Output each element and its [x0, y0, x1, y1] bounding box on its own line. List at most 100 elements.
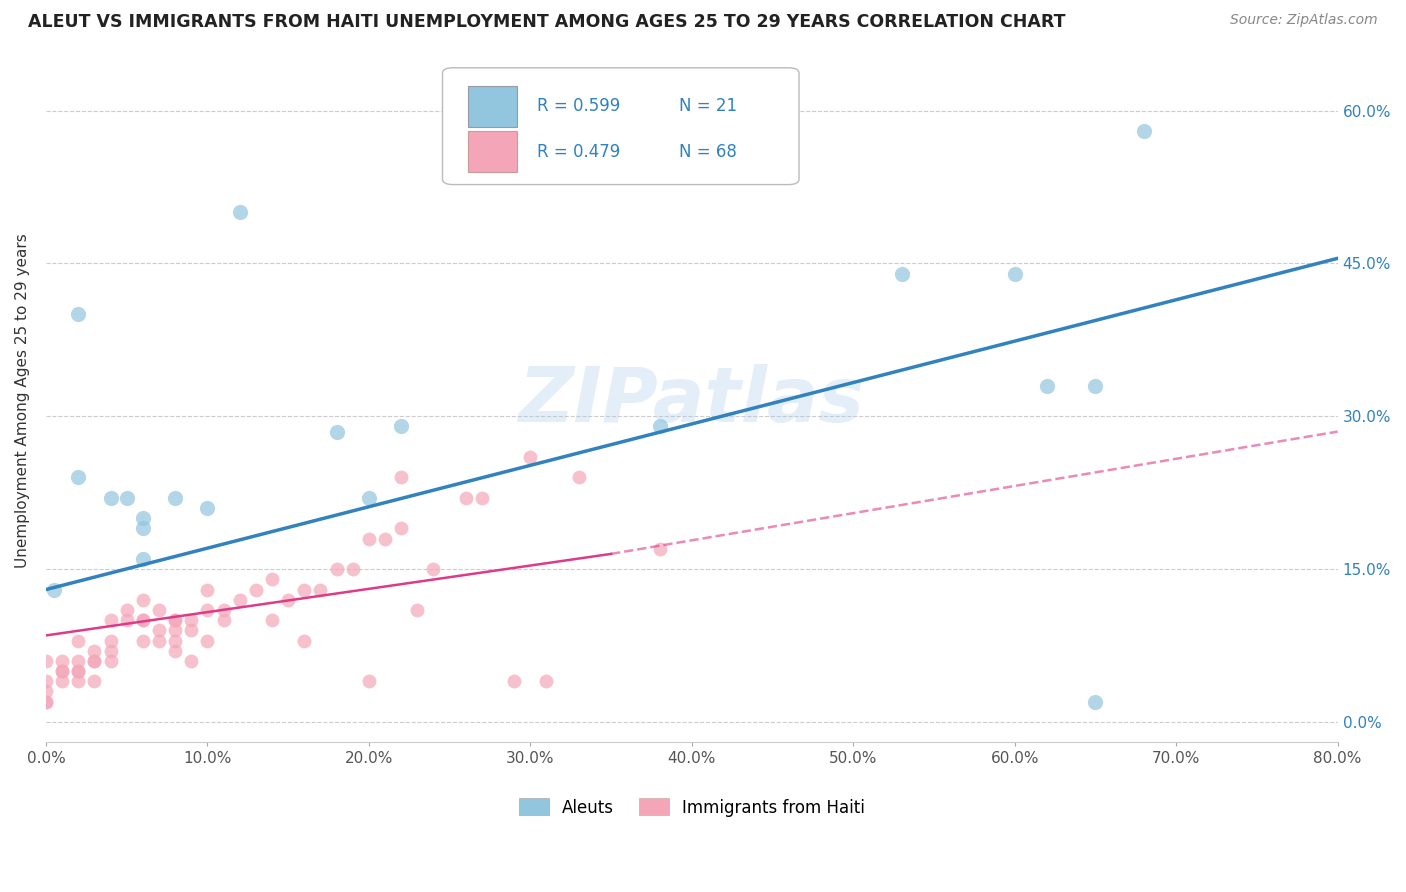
- Point: [197, 501, 219, 516]
- Point: [165, 613, 187, 627]
- Point: [35, 695, 58, 709]
- Text: R = 0.599: R = 0.599: [537, 97, 620, 115]
- Point: [1004, 267, 1026, 281]
- Point: [325, 562, 347, 576]
- Point: [100, 633, 122, 648]
- Point: [67, 664, 90, 678]
- Point: [83, 654, 105, 668]
- Point: [100, 643, 122, 657]
- Point: [83, 643, 105, 657]
- Point: [389, 521, 412, 535]
- Point: [51, 664, 73, 678]
- Point: [357, 674, 380, 689]
- Point: [245, 582, 267, 597]
- Point: [100, 491, 122, 505]
- Point: [212, 613, 235, 627]
- Point: [132, 552, 155, 566]
- Point: [165, 633, 187, 648]
- Point: [357, 532, 380, 546]
- Point: [406, 603, 429, 617]
- Point: [132, 633, 155, 648]
- Point: [454, 491, 477, 505]
- Point: [890, 267, 912, 281]
- Point: [165, 643, 187, 657]
- Point: [1133, 124, 1156, 138]
- Point: [197, 633, 219, 648]
- Point: [277, 592, 299, 607]
- Point: [67, 674, 90, 689]
- Point: [648, 541, 671, 556]
- Point: [180, 654, 202, 668]
- Y-axis label: Unemployment Among Ages 25 to 29 years: Unemployment Among Ages 25 to 29 years: [15, 234, 30, 568]
- FancyBboxPatch shape: [443, 68, 799, 185]
- Point: [115, 603, 138, 617]
- Bar: [468, 131, 517, 172]
- Point: [132, 521, 155, 535]
- Point: [228, 205, 250, 219]
- Point: [389, 419, 412, 434]
- Point: [471, 491, 494, 505]
- Point: [148, 603, 170, 617]
- Point: [67, 470, 90, 484]
- Point: [292, 582, 315, 597]
- Point: [115, 491, 138, 505]
- Point: [260, 613, 283, 627]
- Point: [389, 470, 412, 484]
- Point: [165, 491, 187, 505]
- Point: [165, 624, 187, 638]
- Point: [260, 573, 283, 587]
- Point: [35, 695, 58, 709]
- Point: [83, 654, 105, 668]
- Text: R = 0.479: R = 0.479: [537, 143, 620, 161]
- Point: [132, 613, 155, 627]
- Legend: Aleuts, Immigrants from Haiti: Aleuts, Immigrants from Haiti: [512, 792, 872, 823]
- Point: [180, 624, 202, 638]
- Point: [422, 562, 444, 576]
- Point: [51, 674, 73, 689]
- Point: [132, 613, 155, 627]
- Point: [67, 633, 90, 648]
- Point: [51, 664, 73, 678]
- Text: ALEUT VS IMMIGRANTS FROM HAITI UNEMPLOYMENT AMONG AGES 25 TO 29 YEARS CORRELATIO: ALEUT VS IMMIGRANTS FROM HAITI UNEMPLOYM…: [28, 13, 1066, 31]
- Point: [35, 674, 58, 689]
- Point: [115, 613, 138, 627]
- Point: [536, 674, 558, 689]
- Point: [51, 654, 73, 668]
- Point: [132, 592, 155, 607]
- Point: [503, 674, 526, 689]
- Point: [228, 592, 250, 607]
- Point: [1036, 378, 1059, 392]
- Point: [197, 603, 219, 617]
- Text: N = 21: N = 21: [679, 97, 737, 115]
- Point: [374, 532, 396, 546]
- Text: N = 68: N = 68: [679, 143, 737, 161]
- Bar: [468, 86, 517, 127]
- Text: Source: ZipAtlas.com: Source: ZipAtlas.com: [1230, 13, 1378, 28]
- Point: [342, 562, 364, 576]
- Point: [1084, 695, 1107, 709]
- Point: [100, 654, 122, 668]
- Point: [132, 511, 155, 525]
- Point: [648, 419, 671, 434]
- Point: [42, 582, 65, 597]
- Point: [212, 603, 235, 617]
- Point: [67, 664, 90, 678]
- Point: [197, 582, 219, 597]
- Point: [148, 624, 170, 638]
- Point: [165, 613, 187, 627]
- Point: [100, 613, 122, 627]
- Point: [148, 633, 170, 648]
- Point: [1084, 378, 1107, 392]
- Text: ZIPatlas: ZIPatlas: [519, 364, 865, 438]
- Point: [292, 633, 315, 648]
- Point: [357, 491, 380, 505]
- Point: [180, 613, 202, 627]
- Point: [309, 582, 332, 597]
- Point: [325, 425, 347, 439]
- Point: [35, 684, 58, 698]
- Point: [519, 450, 541, 464]
- Point: [83, 674, 105, 689]
- Point: [67, 654, 90, 668]
- Point: [35, 654, 58, 668]
- Point: [568, 470, 591, 484]
